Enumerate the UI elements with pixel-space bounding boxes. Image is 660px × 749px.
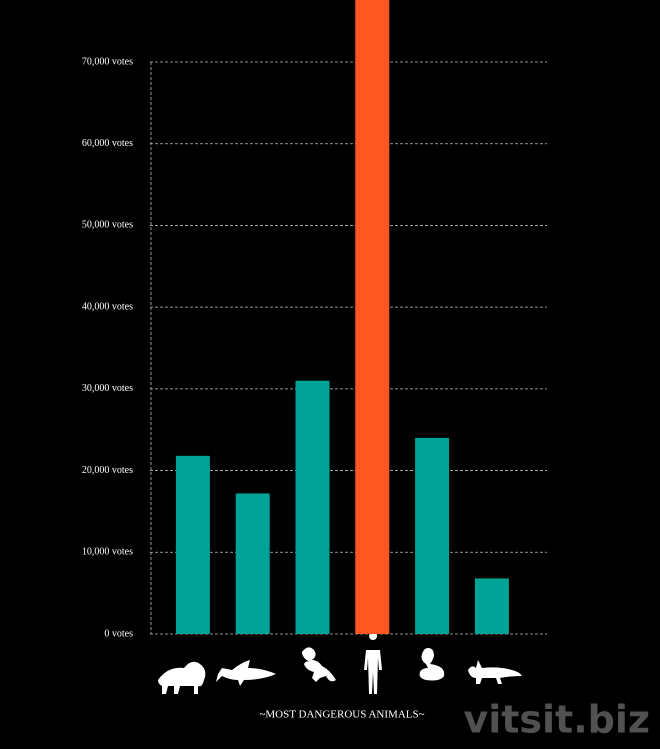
y-tick-label: 40,000 votes bbox=[82, 301, 133, 312]
crocodile-icon bbox=[468, 660, 522, 684]
y-tick-label: 30,000 votes bbox=[82, 383, 133, 394]
y-tick-label: 50,000 votes bbox=[82, 220, 133, 231]
bar bbox=[474, 578, 509, 634]
y-tick-label: 70,000 votes bbox=[82, 56, 133, 67]
bar bbox=[415, 437, 450, 634]
y-tick-label: 20,000 votes bbox=[82, 465, 133, 476]
category-icons bbox=[158, 632, 522, 694]
y-tick-label: 60,000 votes bbox=[82, 138, 133, 149]
shark-icon bbox=[216, 660, 276, 686]
bar bbox=[235, 493, 270, 634]
y-tick-label: 0 votes bbox=[104, 628, 133, 639]
lion-icon bbox=[158, 661, 206, 694]
cobra-icon bbox=[419, 648, 445, 681]
scorpion-icon bbox=[302, 647, 336, 682]
bar bbox=[355, 0, 390, 634]
watermark: vitsit.biz bbox=[463, 698, 650, 742]
bar bbox=[175, 455, 210, 634]
chart-title: ~MOST DANGEROUS ANIMALS~ bbox=[259, 709, 424, 721]
bar bbox=[295, 380, 330, 634]
y-tick-label: 10,000 votes bbox=[82, 547, 133, 558]
human-icon bbox=[364, 632, 382, 694]
